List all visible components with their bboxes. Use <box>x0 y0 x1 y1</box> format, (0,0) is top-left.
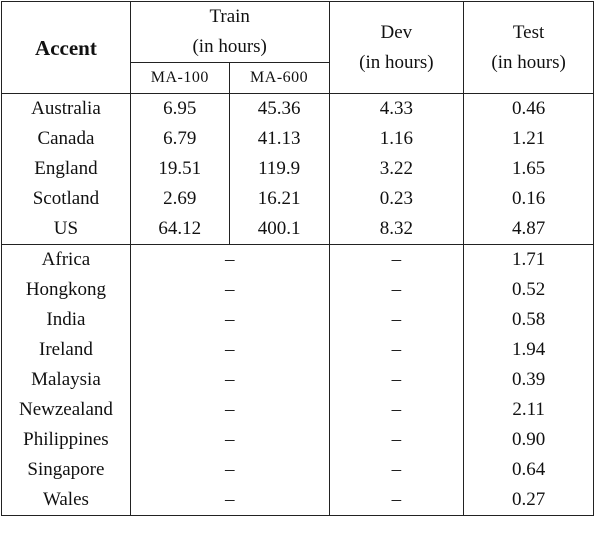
accent-cell: Wales <box>1 485 131 516</box>
value-cell: 64.12 <box>129 214 230 245</box>
header-cell: Train (in hours) <box>129 1 330 63</box>
value-cell: 19.51 <box>129 154 230 184</box>
value-cell: 16.21 <box>228 184 330 214</box>
header-cell: Accent <box>1 1 131 94</box>
value-cell: – <box>328 485 465 516</box>
table-row: Africa – –1.71 <box>1 244 594 275</box>
header-line: Dev <box>380 21 413 43</box>
value-cell: 1.21 <box>463 124 594 154</box>
value-cell: – <box>328 395 465 425</box>
value-cell: 0.46 <box>463 93 594 124</box>
value-cell: 45.36 <box>228 93 330 124</box>
value-cell: – <box>129 365 330 395</box>
value-cell: – <box>328 335 465 365</box>
value-cell: 1.71 <box>463 244 594 275</box>
table-row: England 19.51 119.9 3.22 1.65 <box>1 154 594 184</box>
table-header: Accent Train (in hours) Dev (in hours) Tes… <box>1 1 594 94</box>
accent-cell: England <box>1 154 131 184</box>
table-row: Newzealand – –2.11 <box>1 395 594 425</box>
value-cell: – <box>129 305 330 335</box>
header-line: Train <box>209 6 250 27</box>
value-cell: 0.16 <box>463 184 594 214</box>
value-cell: – <box>328 425 465 455</box>
value-cell: – <box>328 244 465 275</box>
value-cell: 119.9 <box>228 154 330 184</box>
value-cell: – <box>129 244 330 275</box>
value-cell: – <box>129 335 330 365</box>
value-cell: 4.33 <box>328 93 465 124</box>
accent-table: Accent Train (in hours) Dev (in hours) Tes… <box>1 1 594 516</box>
value-cell: – <box>129 485 330 516</box>
accent-cell: US <box>1 214 131 245</box>
value-cell: 0.39 <box>463 365 594 395</box>
accent-cell: Newzealand <box>1 395 131 425</box>
table-row: Canada 6.79 41.13 1.16 1.21 <box>1 124 594 154</box>
header-line: (in hours) <box>192 36 267 57</box>
table-row: Singapore – –0.64 <box>1 455 594 485</box>
value-cell: – <box>129 455 330 485</box>
accent-cell: Singapore <box>1 455 131 485</box>
value-cell: 2.69 <box>129 184 230 214</box>
value-cell: – <box>129 275 330 305</box>
value-cell: 6.79 <box>129 124 230 154</box>
header-cell: Dev (in hours) <box>328 1 465 94</box>
table-row: Scotland 2.69 16.21 0.23 0.16 <box>1 184 594 214</box>
accent-cell: Malaysia <box>1 365 131 395</box>
header-cell: MA-600 <box>228 62 330 94</box>
table-row: Philippines – –0.90 <box>1 425 594 455</box>
header-cell: Test (in hours) <box>463 1 594 94</box>
value-cell: 0.64 <box>463 455 594 485</box>
value-cell: 4.87 <box>463 214 594 245</box>
table-body: Australia 6.95 45.36 4.33 0.46 Canada 6.79 41.1… <box>1 93 594 245</box>
table-row: Hongkong – –0.52 <box>1 275 594 305</box>
header-cell: MA-100 <box>129 62 230 94</box>
value-cell: 1.65 <box>463 154 594 184</box>
accent-cell: Ireland <box>1 335 131 365</box>
header-line: (in hours) <box>359 51 434 73</box>
value-cell: 0.58 <box>463 305 594 335</box>
value-cell: 400.1 <box>228 214 330 245</box>
value-cell: 8.32 <box>328 214 465 245</box>
value-cell: 6.95 <box>129 93 230 124</box>
value-cell: 3.22 <box>328 154 465 184</box>
value-cell: 0.23 <box>328 184 465 214</box>
header-line: (in hours) <box>491 51 566 73</box>
accent-cell: India <box>1 305 131 335</box>
accent-cell: Scotland <box>1 184 131 214</box>
value-cell: 2.11 <box>463 395 594 425</box>
value-cell: 41.13 <box>228 124 330 154</box>
accent-cell: Canada <box>1 124 131 154</box>
value-cell: – <box>129 425 330 455</box>
value-cell: 1.16 <box>328 124 465 154</box>
table-row: Australia 6.95 45.36 4.33 0.46 <box>1 93 594 124</box>
accent-cell: Africa <box>1 244 131 275</box>
table-row: Malaysia – –0.39 <box>1 365 594 395</box>
value-cell: 0.52 <box>463 275 594 305</box>
value-cell: 0.90 <box>463 425 594 455</box>
table-row: India – –0.58 <box>1 305 594 335</box>
value-cell: – <box>328 455 465 485</box>
value-cell: – <box>328 365 465 395</box>
accent-cell: Australia <box>1 93 131 124</box>
value-cell: – <box>328 305 465 335</box>
value-cell: 0.27 <box>463 485 594 516</box>
accent-cell: Hongkong <box>1 275 131 305</box>
table-row: Ireland – –1.94 <box>1 335 594 365</box>
table-body: Africa – –1.71 Hongkong – –0.52 India – –0.58 Ire… <box>1 244 594 516</box>
table-row: US 64.12 400.1 8.32 4.87 <box>1 214 594 245</box>
accent-cell: Philippines <box>1 425 131 455</box>
value-cell: 1.94 <box>463 335 594 365</box>
table-row: Wales – –0.27 <box>1 485 594 516</box>
value-cell: – <box>129 395 330 425</box>
value-cell: – <box>328 275 465 305</box>
header-line: Test <box>512 21 545 43</box>
